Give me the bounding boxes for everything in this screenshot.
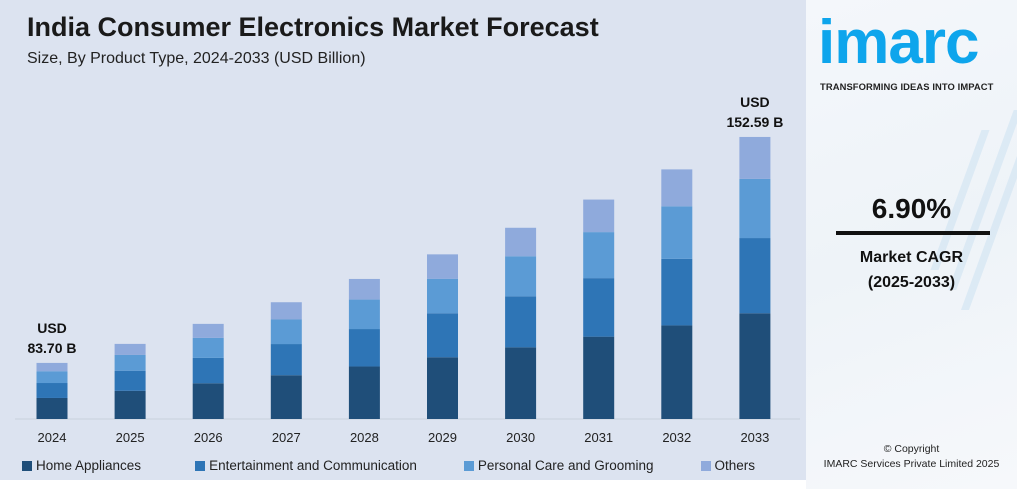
x-tick-label: 2028 <box>350 430 379 445</box>
legend-swatch <box>463 460 474 471</box>
data-label-2024: USD <box>37 320 67 336</box>
bar-segment-others-2030 <box>505 227 537 257</box>
bar-segment-entertainment-and-communication-2033 <box>739 238 771 314</box>
bar-segment-personal-care-and-grooming-2026 <box>192 337 224 358</box>
x-tick-label: 2031 <box>584 430 613 445</box>
divider <box>836 231 990 235</box>
legend-label: Home Appliances <box>36 458 142 473</box>
imarc-logo: imarc <box>818 8 979 77</box>
bar-segment-home-appliances-2025 <box>114 390 146 419</box>
x-tick-label: 2029 <box>428 430 457 445</box>
legend-label: Others <box>714 458 756 473</box>
bar-segment-home-appliances-2032 <box>661 325 693 419</box>
stacked-bar-chart: 2024 USD 83.70 B 2025 2026 2027 2028 2029 2030 20… <box>15 94 800 445</box>
copyright-line1: © Copyright <box>883 443 940 455</box>
bar-segment-personal-care-and-grooming-2024 <box>36 371 68 384</box>
legend-swatch <box>22 460 32 471</box>
data-label-2024: 83.70 B <box>27 340 76 356</box>
legend-label: Personal Care and Grooming <box>477 458 654 473</box>
x-tick-label: 2024 <box>38 430 67 445</box>
data-label-2033: 152.59 B <box>726 114 783 130</box>
bar-segment-entertainment-and-communication-2032 <box>661 258 693 326</box>
bar-segment-home-appliances-2027 <box>270 375 302 419</box>
chart-title: India Consumer Electronics Market Foreca… <box>27 12 599 42</box>
bar-segment-personal-care-and-grooming-2027 <box>270 319 302 345</box>
chart-subtitle: Size, By Product Type, 2024-2033 (USD Bi… <box>27 50 366 67</box>
bar-segment-others-2026 <box>192 323 224 338</box>
x-tick-label: 2030 <box>506 430 535 445</box>
bar-segment-home-appliances-2028 <box>348 366 380 419</box>
bar-segment-others-2027 <box>270 302 302 320</box>
bar-segment-others-2025 <box>114 343 146 355</box>
data-label-2033: USD <box>740 94 770 110</box>
bar-segment-entertainment-and-communication-2028 <box>348 329 380 367</box>
x-tick-label: 2033 <box>740 430 769 445</box>
legend-item: Entertainment and Communication <box>195 458 417 473</box>
legend-label: Entertainment and Communication <box>209 458 417 473</box>
legend-swatch <box>195 460 206 471</box>
legend-item: Home Appliances <box>22 458 141 473</box>
bar-segment-entertainment-and-communication-2025 <box>114 370 146 391</box>
logo-tagline: TRANSFORMING IDEAS INTO IMPACT <box>820 81 994 92</box>
cagr-label: Market CAGR <box>859 249 964 266</box>
bar-segment-home-appliances-2024 <box>36 397 68 419</box>
bar-segment-entertainment-and-communication-2031 <box>583 278 615 337</box>
bar-segment-others-2024 <box>36 362 68 372</box>
legend-item: Others <box>700 458 756 473</box>
bar-segment-others-2033 <box>739 136 771 179</box>
sidebar: imarc TRANSFORMING IDEAS INTO IMPACT 6.9… <box>806 0 1017 489</box>
bar-segment-personal-care-and-grooming-2031 <box>583 232 615 279</box>
bar-segment-personal-care-and-grooming-2028 <box>348 299 380 330</box>
bar-segment-home-appliances-2033 <box>739 313 771 419</box>
bar-segment-personal-care-and-grooming-2029 <box>427 278 458 314</box>
bar-segment-personal-care-and-grooming-2030 <box>505 256 537 297</box>
bar-segment-personal-care-and-grooming-2025 <box>114 354 146 371</box>
x-tick-label: 2026 <box>194 430 223 445</box>
bar-segment-personal-care-and-grooming-2032 <box>661 206 693 259</box>
bar-segment-home-appliances-2030 <box>505 347 537 419</box>
x-tick-label: 2027 <box>272 430 301 445</box>
bar-segment-entertainment-and-communication-2027 <box>270 344 302 376</box>
bar-segment-home-appliances-2031 <box>583 336 615 419</box>
copyright: © Copyright IMARC Services Private Limit… <box>806 442 1017 472</box>
bar-segment-entertainment-and-communication-2026 <box>192 357 224 384</box>
bar-segment-entertainment-and-communication-2029 <box>427 313 458 358</box>
cagr-period: (2025-2033) <box>867 274 956 291</box>
bar-segment-others-2031 <box>583 199 615 233</box>
legend-swatch <box>700 460 711 471</box>
chart-panel: India Consumer Electronics Market Foreca… <box>0 0 806 480</box>
bar-segment-others-2029 <box>427 254 458 279</box>
bar-segment-others-2028 <box>348 278 380 300</box>
bar-segment-personal-care-and-grooming-2033 <box>739 178 771 239</box>
legend: Home Appliances Entertainment and Communi… <box>22 458 755 473</box>
x-tick-label: 2032 <box>662 430 691 445</box>
x-tick-label: 2025 <box>116 430 145 445</box>
bar-segment-entertainment-and-communication-2024 <box>36 383 68 398</box>
cagr-label-block: Market CAGR (2025-2033) <box>806 245 1017 295</box>
bar-segment-others-2032 <box>661 169 693 207</box>
copyright-line2: IMARC Services Private Limited 2025 <box>823 458 1000 470</box>
cagr-value: 6.90% <box>871 193 952 224</box>
legend-item: Personal Care and Grooming <box>463 458 654 473</box>
bar-segment-home-appliances-2029 <box>427 357 458 419</box>
bar-segment-entertainment-and-communication-2030 <box>505 296 537 348</box>
bar-segment-home-appliances-2026 <box>192 383 224 419</box>
